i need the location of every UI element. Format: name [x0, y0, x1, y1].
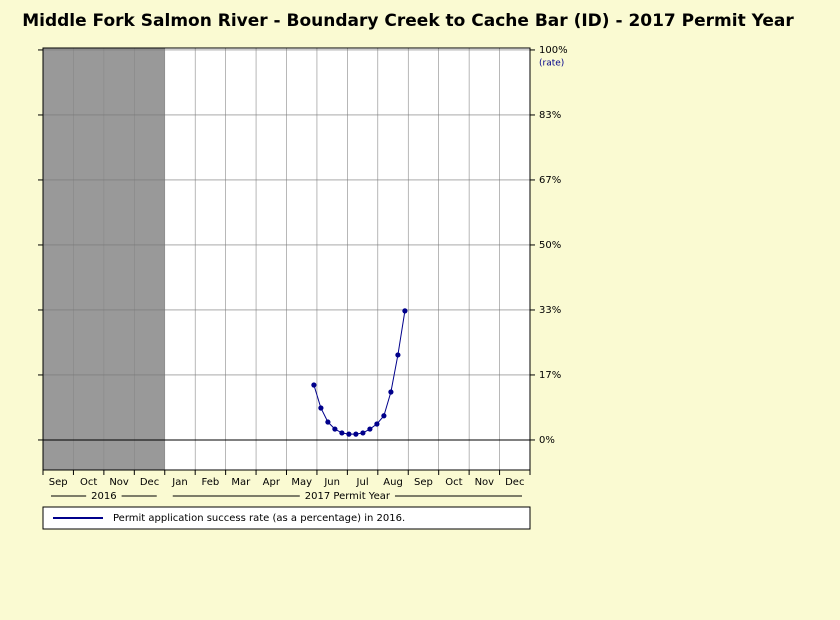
- x-tick-label: May: [291, 477, 312, 488]
- plot-border: [42, 47, 531, 471]
- point: [360, 430, 366, 436]
- y-tick-label: 0%: [539, 435, 555, 446]
- x-tick-label: Oct: [80, 477, 97, 488]
- point: [318, 405, 324, 411]
- x-tick-label: Dec: [505, 477, 524, 488]
- x-tick-label: Sep: [414, 477, 433, 488]
- y-tick-label: 33%: [539, 305, 561, 316]
- point: [381, 413, 387, 419]
- x-tick-label: Sep: [49, 477, 68, 488]
- point: [332, 426, 338, 432]
- y-tick-label: 100%: [539, 45, 568, 56]
- y-tick-label: 83%: [539, 110, 561, 121]
- point: [367, 426, 373, 432]
- point: [325, 419, 331, 425]
- point: [374, 421, 380, 427]
- year-label: 2016: [91, 491, 116, 502]
- x-tick-label: Nov: [109, 477, 129, 488]
- point: [311, 382, 317, 388]
- x-tick-label: Apr: [263, 477, 281, 488]
- y-tick-label: 67%: [539, 175, 561, 186]
- x-tick-label: Nov: [475, 477, 495, 488]
- legend-label: Permit application success rate (as a pe…: [113, 513, 405, 524]
- year-label: 2017 Permit Year: [305, 491, 391, 502]
- point: [395, 352, 401, 358]
- y-tick-label: 17%: [539, 370, 561, 381]
- point: [346, 431, 352, 437]
- x-tick-label: Aug: [383, 477, 403, 488]
- x-tick-label: Oct: [445, 477, 462, 488]
- legend-box: [42, 506, 531, 530]
- point: [388, 389, 394, 395]
- chart-title: Middle Fork Salmon River - Boundary Cree…: [22, 11, 794, 31]
- x-tick-label: Mar: [231, 477, 251, 488]
- x-tick-label: Jun: [323, 477, 340, 488]
- point: [402, 308, 408, 314]
- x-tick-label: Feb: [202, 477, 220, 488]
- y-axis-label: (rate): [539, 58, 564, 68]
- point: [339, 430, 345, 436]
- x-tick-label: Jul: [356, 477, 369, 488]
- x-tick-label: Dec: [140, 477, 159, 488]
- point: [353, 431, 359, 437]
- x-tick-label: Jan: [171, 477, 187, 488]
- y-tick-label: 50%: [539, 240, 561, 251]
